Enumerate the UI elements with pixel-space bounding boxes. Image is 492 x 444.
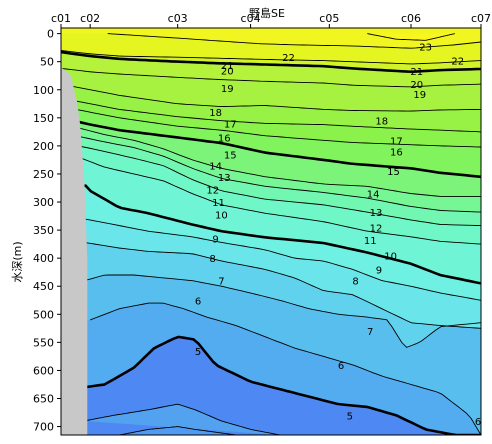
isotherm-18: [61, 83, 481, 112]
isotherm-label: 6: [475, 417, 481, 428]
temperature-band-4.5: [84, 404, 280, 435]
plot-frame: [60, 27, 482, 436]
isotherm-15: [61, 116, 481, 179]
isotherm-label: 11: [364, 236, 377, 247]
station-label: c04: [241, 12, 261, 25]
chart-title: 野島SE: [249, 6, 285, 20]
isotherm-label: 22: [451, 57, 464, 68]
isotherm-label: 13: [218, 173, 231, 184]
isotherm-label: 22: [282, 53, 295, 64]
depth-tick-label: 300: [33, 196, 54, 209]
station-label: c05: [319, 12, 339, 25]
isotherm-label: 10: [215, 210, 228, 221]
isotherm-label: 17: [224, 119, 237, 130]
isotherm-20: [61, 50, 481, 74]
isotherm-label: 23: [419, 43, 432, 54]
station-label: c07: [471, 12, 491, 25]
isotherm-label: 9: [212, 235, 218, 246]
isotherm-label: 15: [224, 150, 237, 161]
isotherm-label: 12: [206, 186, 219, 197]
depth-tick-label: 250: [33, 168, 54, 181]
isotherm-label: 6: [338, 361, 344, 372]
isotherm-label: 8: [352, 277, 358, 288]
isotherm-label: 7: [218, 277, 224, 288]
isotherm-12: [78, 145, 481, 227]
x-axis: c01 c02 c03 c04 c05 c06 c07: [51, 12, 491, 28]
isotherm-10: [75, 184, 481, 285]
isotherm-label: 14: [367, 190, 380, 201]
isotherm-16: [61, 106, 481, 148]
depth-tick-label: 400: [33, 252, 54, 265]
depth-tick-label: 150: [33, 112, 54, 125]
isotherm-label: 7: [367, 327, 373, 338]
isotherm-label: 20: [221, 67, 234, 78]
depth-tick-label: 700: [33, 421, 54, 434]
isotherm-11: [78, 156, 481, 245]
isotherm-label: 5: [195, 347, 201, 358]
isotherm-21: [61, 50, 481, 65]
depth-tick-label: 650: [33, 393, 54, 406]
isotherm-label: 19: [221, 84, 234, 95]
temperature-band-22: [61, 28, 481, 49]
isotherm-label: 15: [387, 167, 400, 178]
depth-tick-label: 600: [33, 364, 54, 377]
isotherm-label: 16: [390, 148, 403, 159]
isotherm-7: [84, 274, 481, 348]
isotherm-label: 12: [370, 223, 383, 234]
isotherm-22: [107, 33, 481, 49]
isotherm-4: [119, 426, 237, 435]
isotherm-label: 16: [218, 134, 231, 145]
isotherm-17: [61, 97, 481, 133]
isotherm-label: 18: [375, 117, 388, 128]
depth-tick-label: 50: [40, 56, 54, 69]
y-axis-label: 水深(m): [11, 241, 24, 282]
isotherm-9: [84, 218, 481, 301]
isotherm-label: 17: [390, 136, 403, 147]
depth-tick-label: 0: [47, 28, 54, 41]
isotherm-label: 14: [209, 162, 222, 173]
isotherm-label: 20: [410, 80, 423, 91]
isotherm-label: 18: [209, 108, 222, 119]
isotherm-label: 10: [384, 251, 397, 262]
temperature-band-4: [119, 426, 236, 435]
isotherm-label: 11: [212, 198, 225, 209]
station-label: c03: [168, 12, 188, 25]
depth-tick-label: 200: [33, 140, 54, 153]
isotherm-label: 5: [347, 411, 353, 422]
station-label: c01: [51, 12, 71, 25]
isotherm-label: 9: [376, 265, 382, 276]
isotherm-8: [84, 241, 481, 329]
depth-tick-label: 500: [33, 308, 54, 321]
isotherm-23: [367, 33, 455, 41]
isotherm-5: [84, 335, 481, 435]
isotherm-4.5: [84, 403, 280, 435]
depth-tick-label: 550: [33, 336, 54, 349]
depth-tick-label: 450: [33, 280, 54, 293]
isotherm-19: [61, 67, 481, 88]
isotherm-14: [78, 127, 481, 197]
station-label: c02: [80, 12, 100, 25]
isotherm-6: [90, 302, 481, 435]
isotherm-label: 19: [413, 90, 426, 101]
seafloor-shape: [61, 67, 88, 435]
isotherm-label: 6: [195, 296, 201, 307]
isotherm-label: 13: [370, 208, 383, 219]
isotherm-13: [78, 135, 481, 213]
station-label: c06: [401, 12, 421, 25]
depth-tick-label: 100: [33, 84, 54, 97]
depth-tick-label: 350: [33, 224, 54, 237]
isotherm-label: 21: [221, 61, 234, 72]
y-axis: 0 50 100 150 200 250 300 350 400 450 500 550 600 650 7…: [33, 28, 61, 434]
isotherm-label: 21: [410, 67, 423, 78]
isotherm-label: 8: [210, 254, 216, 265]
